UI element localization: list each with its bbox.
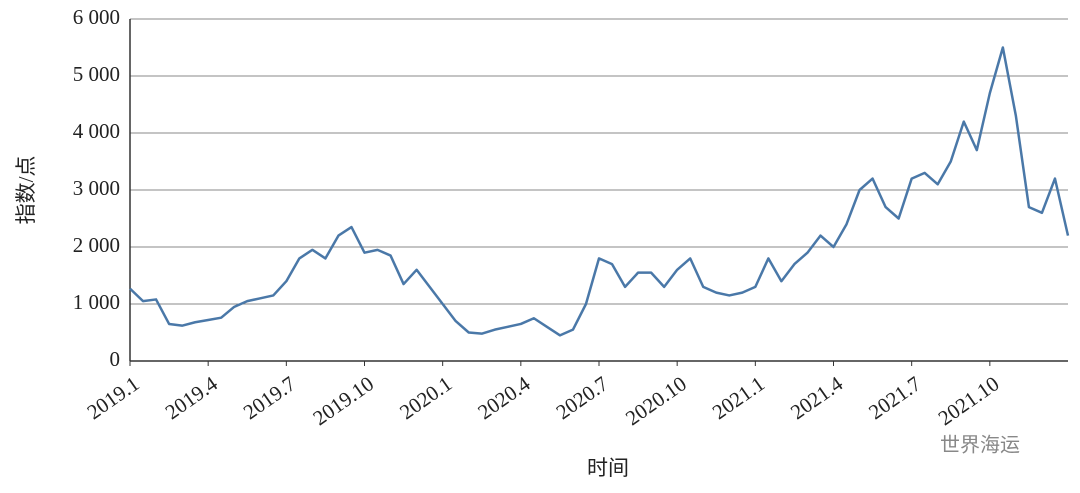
x-tick-label: 2019.4 [161,371,222,424]
data-line [129,46,1070,337]
y-tick-label: 4 000 [73,119,120,143]
x-tick-label: 2021.10 [934,371,1004,430]
y-tick-label: 5 000 [73,62,120,86]
y-tick-label: 0 [110,347,121,371]
x-axis-label: 时间 [587,456,629,480]
y-tick-label: 2 000 [73,233,120,257]
y-tick-label: 6 000 [73,5,120,29]
y-tick-label: 1 000 [73,290,120,314]
x-tick-label: 2021.1 [708,371,769,424]
x-tick-label: 2019.7 [239,371,300,424]
x-tick-label: 2021.4 [786,371,847,424]
x-tick-label: 2019.10 [308,371,378,430]
x-tick-label: 2020.7 [552,371,613,424]
x-tick-label: 2020.1 [395,371,456,424]
y-tick-label: 3 000 [73,176,120,200]
x-tick-label: 2020.4 [473,371,534,424]
watermark: 世界海运 [940,433,1020,457]
y-axis-label: 指数/点 [14,156,38,225]
x-tick-label: 2020.10 [621,371,691,430]
x-tick-label: 2019.1 [83,371,144,424]
x-tick-label: 2021.7 [864,371,925,424]
